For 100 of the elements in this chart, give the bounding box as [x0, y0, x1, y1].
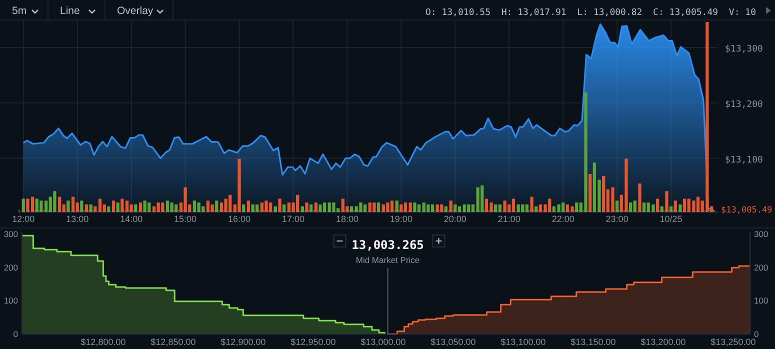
bar	[120, 198, 124, 212]
x-tick-label: 20:00	[444, 214, 466, 224]
ref-line-label: Mid Market Price	[356, 255, 420, 265]
x-tick-label: $13,000.00	[360, 337, 406, 347]
x-tick-label: 10/25	[660, 214, 682, 224]
bar	[682, 198, 686, 212]
bar	[22, 198, 25, 212]
bar	[53, 191, 56, 212]
bar	[322, 202, 326, 212]
bar	[206, 200, 210, 212]
bar	[436, 204, 439, 212]
bar	[264, 200, 268, 212]
bar	[260, 202, 264, 212]
bar	[184, 187, 187, 212]
bar	[638, 184, 642, 212]
bar	[602, 176, 606, 212]
bar	[251, 204, 254, 212]
bar	[210, 204, 214, 212]
bar	[309, 204, 313, 212]
bar	[143, 200, 146, 212]
bar	[80, 200, 84, 212]
bar	[386, 202, 390, 212]
bar	[642, 202, 646, 212]
bar	[156, 202, 160, 212]
bar	[616, 200, 619, 212]
bar	[89, 204, 92, 212]
bar	[404, 202, 408, 212]
x-tick-label: 14:00	[120, 214, 143, 224]
bar	[224, 198, 228, 212]
bar	[350, 206, 354, 212]
bar	[170, 202, 174, 212]
x-tick-label: $13,100.00	[500, 337, 546, 347]
bar	[395, 200, 398, 212]
text: 5m	[12, 5, 27, 17]
bar	[242, 204, 246, 212]
bar	[462, 204, 466, 212]
bar	[71, 196, 75, 212]
bar	[494, 204, 498, 212]
bar	[669, 206, 673, 212]
x-tick-label: 23:00	[606, 214, 628, 224]
x-tick-label: $12,850.00	[150, 337, 196, 347]
bar	[426, 204, 430, 212]
bar	[246, 200, 250, 212]
y-tick-label: 0	[13, 329, 18, 339]
bar	[148, 202, 151, 212]
bar	[413, 202, 416, 212]
bar	[125, 200, 129, 212]
bar	[138, 202, 142, 212]
annotation: 13,003.265	[352, 238, 424, 252]
bar	[430, 204, 434, 212]
bar	[467, 204, 470, 212]
bar	[359, 202, 362, 212]
x-tick-label: $13,200.00	[640, 337, 686, 347]
x-tick-label: 13:00	[66, 214, 89, 224]
bar	[215, 200, 218, 212]
y-tick-label: 300	[4, 229, 18, 239]
bar	[400, 204, 403, 212]
x-tick-label: $13,150.00	[570, 337, 616, 347]
bar	[287, 202, 291, 212]
bar	[503, 200, 506, 212]
bar	[112, 200, 116, 212]
bar	[372, 202, 376, 212]
bar	[305, 202, 308, 212]
x-tick-label: 12:00	[12, 214, 35, 224]
bar	[512, 198, 516, 212]
bar	[696, 196, 700, 212]
bar	[633, 200, 636, 212]
bar	[674, 200, 677, 212]
y-tick-label: 100	[4, 296, 18, 306]
x-tick-label: $12,800.00	[80, 337, 126, 347]
bar	[66, 200, 70, 212]
bar	[656, 198, 660, 212]
x-tick-label: 15:00	[174, 214, 197, 224]
bar	[376, 202, 380, 212]
bar	[274, 206, 278, 212]
bar	[575, 202, 578, 212]
bar	[444, 206, 448, 212]
bar	[363, 204, 367, 212]
bar	[417, 204, 421, 212]
bar	[390, 200, 394, 212]
bar	[530, 196, 534, 212]
bar	[300, 206, 304, 212]
bar	[498, 204, 502, 212]
bar	[628, 202, 632, 212]
bar	[278, 198, 282, 212]
bar	[525, 204, 529, 212]
bar	[314, 202, 318, 212]
x-tick-label: $12,900.00	[220, 337, 266, 347]
x-tick-label: 19:00	[390, 214, 412, 224]
bar	[116, 202, 120, 212]
x-tick-label: 18:00	[336, 214, 358, 224]
bar	[130, 204, 133, 212]
ref-line-label: $13,005.49	[721, 206, 772, 216]
y-tick-label: $13,200	[725, 100, 763, 110]
y-tick-label: $13,300	[725, 44, 763, 54]
bar	[134, 204, 138, 212]
bar	[238, 158, 241, 212]
bar	[58, 196, 62, 212]
bar	[476, 187, 480, 212]
bar	[152, 206, 156, 212]
